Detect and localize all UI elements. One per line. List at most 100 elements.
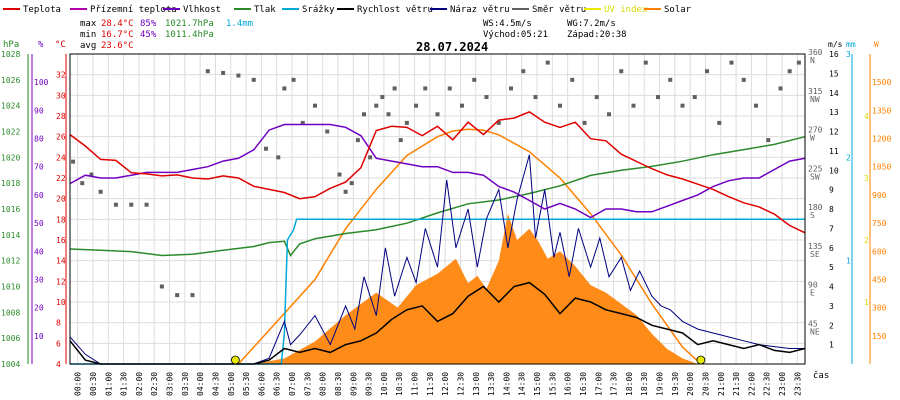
celsius-tick-label: 30 xyxy=(56,91,66,100)
direction-point xyxy=(435,112,440,117)
legend-label-srazky: Srážky xyxy=(302,5,335,15)
direction-tick-dir: NW xyxy=(810,95,820,104)
percent-tick-label: 60 xyxy=(34,191,44,200)
stat-rain-total: 1.4mm xyxy=(226,19,253,29)
legend-label-solar: Solar xyxy=(664,5,692,15)
solar-tick-label: 150 xyxy=(872,332,887,341)
direction-tick-dir: W xyxy=(810,134,815,143)
direction-tick-value: 180 xyxy=(808,203,823,212)
x-tick-label: 07:00 xyxy=(288,372,297,396)
x-tick-label: 04:30 xyxy=(211,372,220,396)
ms-tick-label: 1 xyxy=(829,341,834,350)
solar-tick-label: 750 xyxy=(872,219,887,228)
direction-point xyxy=(291,77,296,82)
x-tick-label: 00:00 xyxy=(74,372,83,396)
x-tick-label: 11:00 xyxy=(411,372,420,396)
x-tick-label: 10:30 xyxy=(395,372,404,396)
direction-point xyxy=(582,120,587,125)
celsius-tick-label: 18 xyxy=(56,215,66,224)
x-tick-label: 08:30 xyxy=(334,372,343,396)
direction-point xyxy=(787,69,792,74)
direction-point xyxy=(558,103,562,108)
x-tick-label: 22:00 xyxy=(747,372,756,396)
x-tick-label: 20:30 xyxy=(701,372,710,396)
hpa-tick-label: 1012 xyxy=(1,257,20,266)
direction-tick-dir: E xyxy=(810,289,815,298)
x-tick-label: 22:30 xyxy=(763,372,772,396)
direction-point xyxy=(380,95,385,100)
stat-max-label: max xyxy=(80,19,97,29)
x-tick-label: 03:00 xyxy=(166,372,175,396)
series-gust-line xyxy=(69,154,805,365)
legend-label-naraz: Náraz větru xyxy=(450,5,510,15)
direction-point xyxy=(668,77,673,82)
direction-point xyxy=(705,69,709,74)
series-pressure-line xyxy=(69,135,806,257)
x-tick-label: 09:00 xyxy=(349,372,358,396)
solar-tick-label: 1350 xyxy=(872,106,891,115)
direction-tick-dir: S xyxy=(810,211,815,220)
direction-tick-value: 45 xyxy=(808,319,818,328)
percent-tick-label: 40 xyxy=(34,247,44,256)
ms-axis-title: m/s xyxy=(828,40,843,49)
direction-point xyxy=(236,73,241,78)
direction-point xyxy=(717,120,722,125)
celsius-axis-title: °C xyxy=(55,40,66,50)
direction-point xyxy=(404,120,409,125)
celsius-tick-label: 14 xyxy=(56,257,66,266)
direction-point xyxy=(71,159,76,164)
ms-tick-label: 3 xyxy=(829,302,834,311)
solar-tick-label: 450 xyxy=(872,275,887,284)
direction-tick-value: 90 xyxy=(808,281,818,290)
direction-point xyxy=(496,120,501,125)
percent-tick-label: 90 xyxy=(34,106,44,115)
mm-tick-label: 3 xyxy=(846,50,851,59)
celsius-tick-label: 4 xyxy=(56,360,61,369)
x-tick-label: 15:30 xyxy=(548,372,557,396)
percent-tick-label: 30 xyxy=(34,275,44,284)
direction-point xyxy=(325,129,330,134)
celsius-tick-label: 32 xyxy=(56,71,66,80)
direction-point xyxy=(349,181,354,186)
direction-point xyxy=(680,103,685,108)
direction-point xyxy=(619,69,624,74)
x-tick-label: 00:30 xyxy=(89,372,98,396)
hpa-tick-label: 1004 xyxy=(1,360,20,369)
info-sunset: Západ:20:38 xyxy=(567,30,627,40)
ms-tick-label: 2 xyxy=(829,321,834,330)
x-tick-label: 08:00 xyxy=(319,372,328,396)
percent-axis-title: % xyxy=(38,40,44,50)
ms-tick-label: 10 xyxy=(829,166,839,175)
ms-tick-label: 9 xyxy=(829,186,834,195)
series-layer xyxy=(69,60,806,365)
series-humidity-line xyxy=(69,123,806,219)
direction-point xyxy=(607,112,611,117)
x-tick-label: 02:00 xyxy=(135,372,144,396)
direction-point xyxy=(631,103,636,108)
direction-point xyxy=(643,60,648,65)
direction-tick-value: 360 xyxy=(808,48,823,57)
direction-point xyxy=(754,103,758,108)
uv-marker xyxy=(230,355,240,365)
hpa-tick-label: 1028 xyxy=(1,50,20,59)
direction-point xyxy=(741,77,746,82)
direction-point xyxy=(594,95,599,100)
hpa-tick-label: 1006 xyxy=(1,334,20,343)
x-tick-label: 16:00 xyxy=(564,372,573,396)
legend-label-teplota: Teplota xyxy=(23,5,61,15)
direction-point xyxy=(423,86,428,91)
solar-tick-label: 1200 xyxy=(872,135,891,144)
direction-point xyxy=(521,69,526,74)
solar-tick-label: 900 xyxy=(872,191,887,200)
direction-point xyxy=(337,172,342,177)
direction-point xyxy=(570,77,575,82)
series-solar-line xyxy=(237,128,702,365)
x-tick-label: 23:00 xyxy=(778,372,787,396)
hpa-tick-label: 1014 xyxy=(1,231,20,240)
x-tick-label: 14:00 xyxy=(502,372,511,396)
direction-point xyxy=(796,60,801,65)
stat-min-humidity: 45% xyxy=(140,30,157,40)
direction-point xyxy=(175,293,180,298)
celsius-tick-label: 20 xyxy=(56,195,66,204)
